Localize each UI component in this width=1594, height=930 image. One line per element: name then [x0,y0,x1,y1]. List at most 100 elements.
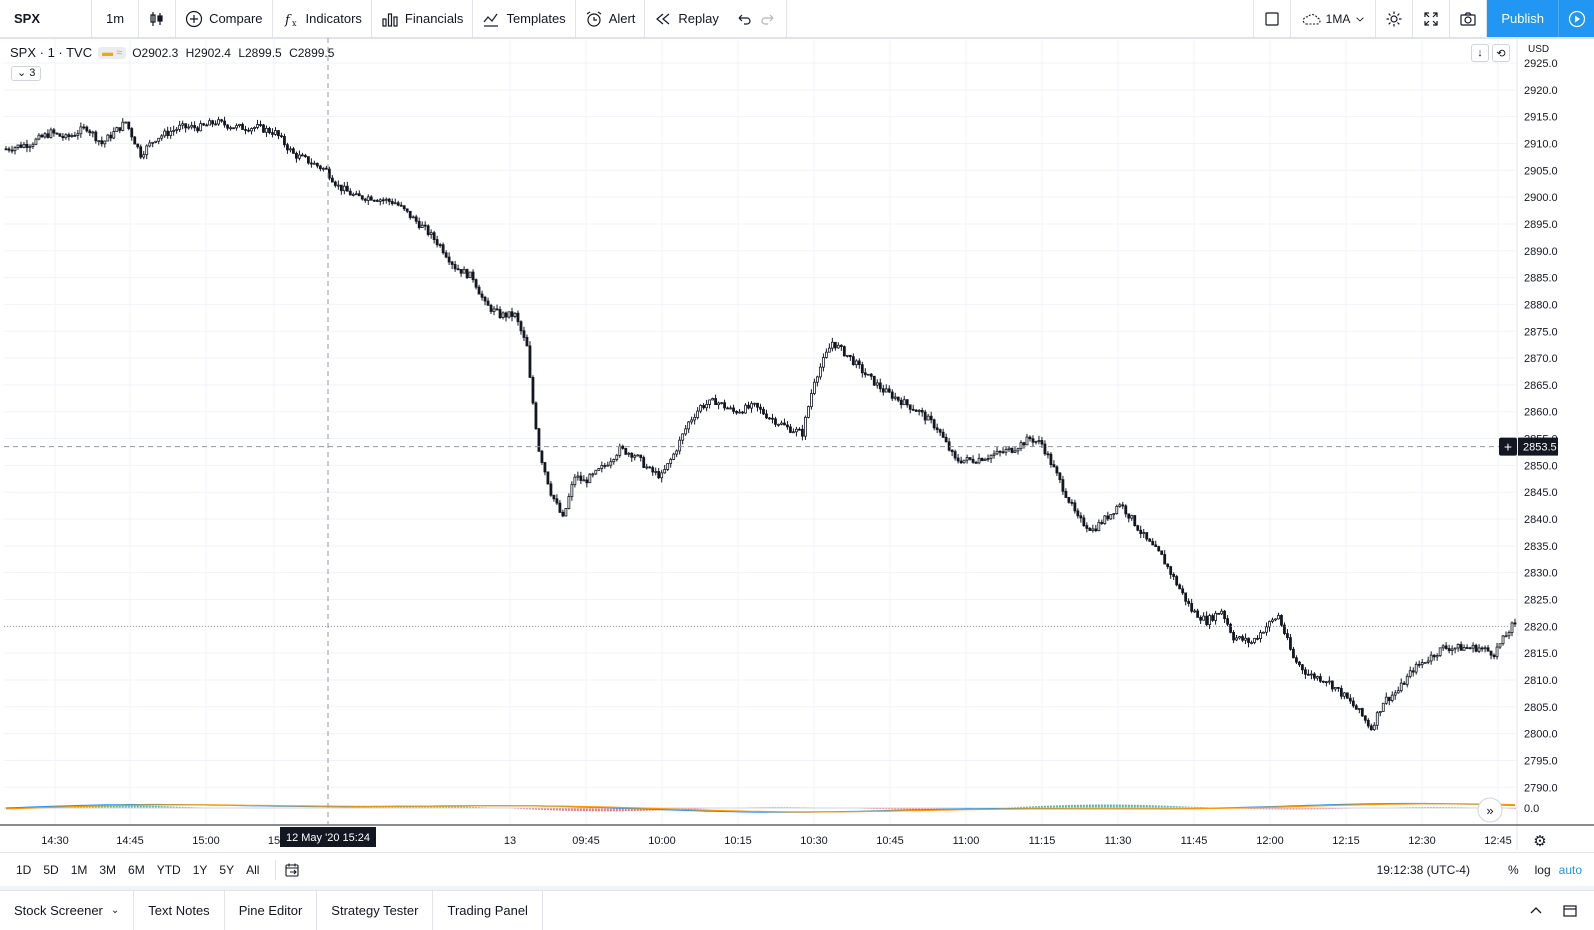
candle-down [483,296,487,302]
tab-pine-editor[interactable]: Pine Editor [225,891,318,930]
fullscreen-button[interactable] [1413,0,1449,37]
macd-histogram-bar [573,808,576,811]
price-chart[interactable]: 2925.0 2920.0 2915.0 2910.0 2905.0 2900.0 2895… [0,38,1594,850]
range-ytd[interactable]: YTD [156,862,181,877]
templates-button[interactable]: Templates [473,0,576,37]
macd-histogram-bar [537,808,540,810]
time-tick-label: 10:45 [876,835,904,847]
price-tick-label: 2900.0 [1524,192,1558,204]
candle-up [1262,631,1265,634]
chart-pane[interactable]: 2925.0 2920.0 2915.0 2910.0 2905.0 2900.0 2895… [0,38,1594,850]
candle-up [1405,675,1409,685]
candle-down [1301,664,1304,671]
candle-down [372,199,376,202]
macd-histogram-bar [549,808,552,811]
macd-histogram-bar [1310,808,1313,810]
collapse-indicators-button[interactable]: ⌄ 3 [11,66,42,81]
candle-up [750,403,753,409]
candle-down [534,402,538,430]
calendar-goto-icon[interactable] [284,862,300,878]
macd-histogram-bar [576,808,579,812]
layout-select-button[interactable] [1252,0,1291,37]
range-1m[interactable]: 1M [70,862,88,877]
candle-up [612,459,616,463]
candle-down [244,129,247,131]
settings-button[interactable] [1376,0,1414,37]
range-all[interactable]: All [246,862,260,877]
replay-button[interactable]: Replay [645,0,787,37]
time-tick-label: 10:30 [800,835,828,847]
macd-indicator [4,802,1517,813]
candle-down [860,364,864,374]
macd-histogram-bar [906,808,909,810]
candle-down [271,132,274,135]
range-1d[interactable]: 1D [16,862,32,877]
alert-button[interactable]: Alert [576,0,646,37]
macd-histogram-bar [1151,805,1154,808]
save-layout-button[interactable]: 1MA [1291,0,1377,37]
candle-up [79,126,83,135]
candle-down [426,225,430,235]
log-toggle[interactable]: log [1534,862,1551,877]
range-5d[interactable]: 5D [43,862,59,877]
candle-down [1052,464,1056,468]
price-tick-label: 2880.0 [1524,299,1558,311]
candle-down [130,128,134,138]
publish-button[interactable]: Publish [1487,0,1558,37]
compare-button[interactable]: Compare [176,0,273,37]
macd-histogram-bar [1259,808,1262,810]
candle-up [989,454,993,459]
refresh-icon[interactable]: ⟲ [1492,44,1510,62]
candle-down [19,144,23,148]
screenshot-button[interactable] [1449,0,1488,37]
maximize-panel-icon[interactable] [1562,903,1578,919]
range-6m[interactable]: 6M [128,862,145,877]
arrow-down-icon[interactable]: ↓ [1471,44,1489,62]
macd-histogram-bar [1277,808,1280,810]
candle-down [184,123,188,129]
candle-down [579,475,583,481]
candle-up [1423,661,1427,664]
range-5y[interactable]: 5Y [219,862,235,877]
candle-down [510,311,514,317]
candle-up [738,411,741,414]
time-tick-label: 12:00 [1256,835,1284,847]
candle-up [274,130,277,135]
undo-icon[interactable] [735,10,753,28]
macd-histogram-bar [1187,806,1190,808]
financials-button[interactable]: Financials [372,0,474,37]
percent-toggle[interactable]: % [1507,862,1519,877]
range-1y[interactable]: 1Y [192,862,208,877]
macd-histogram-bar [1130,804,1133,808]
interval-button[interactable]: 1m [92,0,140,37]
candle-down [723,402,726,409]
candle-down [205,124,209,127]
play-button[interactable] [1558,0,1594,37]
price-tick-label: 2800.0 [1524,729,1558,741]
candle-down [765,413,768,419]
candle-up [265,127,268,133]
candle-down [1073,502,1077,512]
tab-trading-panel[interactable]: Trading Panel [433,891,543,930]
candle-down [1094,528,1098,532]
chevron-up-icon[interactable] [1528,903,1544,919]
tab-strategy-tester[interactable]: Strategy Tester [317,891,434,930]
currency-label[interactable]: USD [1528,44,1550,55]
chart-style-button[interactable] [139,0,177,37]
timezone-clock[interactable]: 19:12:38 (UTC-4) [1376,862,1470,877]
macd-histogram-bar [433,805,436,808]
symbol-search-button[interactable]: SPX [0,0,92,37]
macd-histogram-bar [546,808,549,811]
tab-stock-screener[interactable]: Stock Screener ⌄ [0,891,135,930]
legend-visibility-icon[interactable]: ▬ ≈ [98,46,127,59]
redo-icon[interactable] [759,10,777,28]
range-3m[interactable]: 3M [99,862,117,877]
legend-symbol[interactable]: SPX · 1 · TVC [10,45,93,60]
tab-text-notes[interactable]: Text Notes [134,891,225,930]
candle-down [974,462,978,464]
candle-down [1145,532,1149,540]
candle-down [732,407,735,412]
auto-toggle[interactable]: auto [1558,862,1582,877]
candle-down [318,165,322,170]
